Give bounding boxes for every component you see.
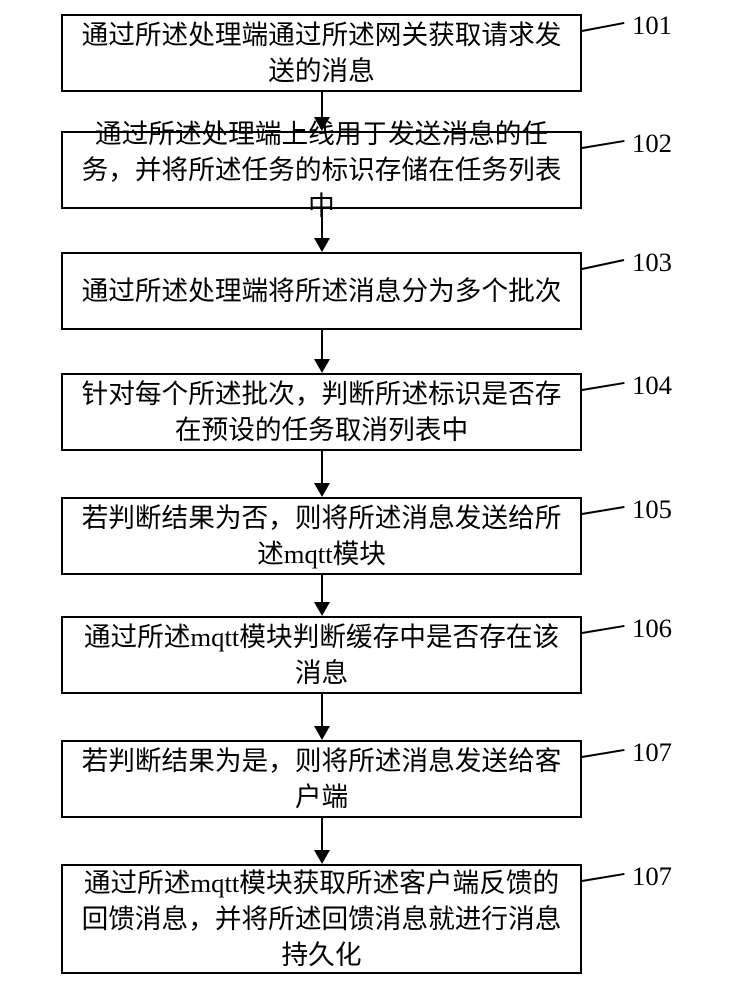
step-number-label: 106 [632,613,672,644]
flow-step-b6: 通过所述mqtt模块判断缓存中是否存在该消息 [61,616,582,694]
step-number-label: 107 [632,861,672,892]
flow-arrowhead-icon [314,483,330,497]
flow-step-text: 通过所述mqtt模块判断缓存中是否存在该消息 [73,619,570,691]
flow-step-text: 针对每个所述批次，判断所述标识是否存在预设的任务取消列表中 [73,376,570,448]
step-number-label: 105 [632,494,672,525]
flow-arrow-line [321,694,323,728]
flow-arrow-line [321,209,323,240]
leader-line [582,749,624,758]
flowchart-canvas: 通过所述处理端通过所述网关获取请求发送的消息通过所述处理端上线用于发送消息的任务… [0,0,739,1000]
flow-step-b5: 若判断结果为否，则将所述消息发送给所述mqtt模块 [61,497,582,575]
flow-step-text: 若判断结果为否，则将所述消息发送给所述mqtt模块 [73,500,570,572]
step-number-label: 103 [632,247,672,278]
leader-line [582,625,624,634]
flow-arrowhead-icon [314,359,330,373]
flow-step-text: 通过所述处理端上线用于发送消息的任务，并将所述任务的标识存储在任务列表中 [73,116,570,224]
flow-step-text: 通过所述mqtt模块获取所述客户端反馈的回馈消息，并将所述回馈消息就进行消息持久… [73,865,570,973]
flow-step-b7: 若判断结果为是，则将所述消息发送给客户端 [61,740,582,818]
flow-step-b4: 针对每个所述批次，判断所述标识是否存在预设的任务取消列表中 [61,373,582,451]
flow-arrowhead-icon [314,117,330,131]
flow-arrow-line [321,818,323,852]
flow-arrow-line [321,451,323,485]
leader-line [582,506,624,515]
flow-arrowhead-icon [314,726,330,740]
leader-line [582,873,624,882]
leader-line [582,22,624,32]
step-number-label: 107 [632,737,672,768]
leader-line [582,140,624,149]
flow-arrowhead-icon [314,602,330,616]
flow-step-b2: 通过所述处理端上线用于发送消息的任务，并将所述任务的标识存储在任务列表中 [61,131,582,209]
leader-line [582,382,624,391]
flow-arrowhead-icon [314,238,330,252]
flow-step-b3: 通过所述处理端将所述消息分为多个批次 [61,252,582,330]
step-number-label: 104 [632,370,672,401]
flow-arrow-line [321,92,323,119]
flow-step-text: 若判断结果为是，则将所述消息发送给客户端 [73,743,570,815]
flow-arrow-line [321,575,323,604]
leader-line [582,259,624,270]
flow-step-b8: 通过所述mqtt模块获取所述客户端反馈的回馈消息，并将所述回馈消息就进行消息持久… [61,864,582,974]
step-number-label: 102 [632,128,672,159]
flow-arrowhead-icon [314,850,330,864]
flow-step-text: 通过所述处理端将所述消息分为多个批次 [82,273,562,309]
flow-arrow-line [321,330,323,361]
flow-step-text: 通过所述处理端通过所述网关获取请求发送的消息 [73,17,570,89]
flow-step-b1: 通过所述处理端通过所述网关获取请求发送的消息 [61,14,582,92]
step-number-label: 101 [632,10,672,41]
